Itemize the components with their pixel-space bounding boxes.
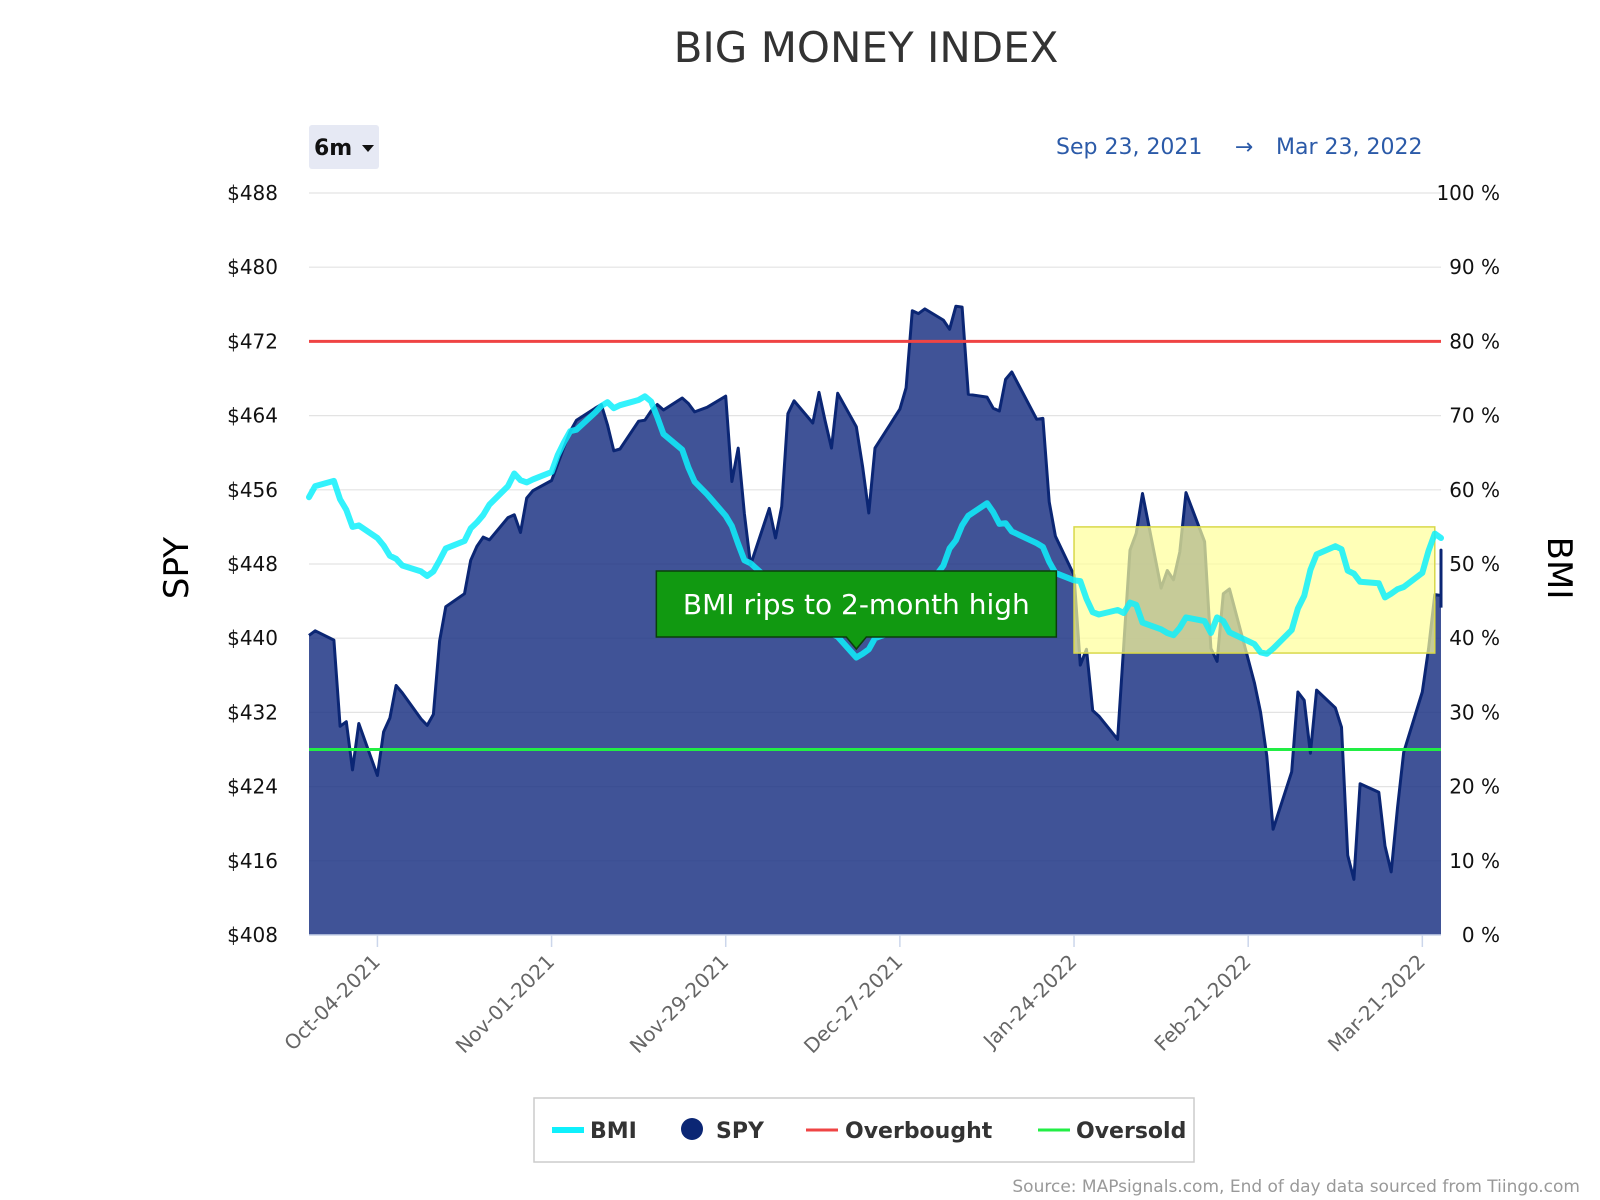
legend-item-oversold[interactable]: Oversold [1038, 1119, 1186, 1144]
range-selector-background [309, 125, 379, 169]
range-from-date[interactable]: Sep 23, 2021 [1056, 135, 1202, 160]
spy-line [308, 304, 1443, 881]
legend-marker-spy [681, 1118, 703, 1140]
legend-box [533, 1097, 1195, 1163]
y-axis-right-title: BMI [1539, 537, 1579, 600]
y-left-tick-label: $408 [227, 923, 278, 947]
y-right-tick-label: 50 % [1449, 552, 1500, 576]
y-left-tick-label: $416 [227, 849, 278, 873]
legend-item-bmi[interactable]: BMI [552, 1119, 637, 1144]
range-to-date[interactable]: Mar 23, 2022 [1276, 135, 1422, 160]
annotation-text: BMI rips to 2-month high [683, 588, 1030, 621]
range-selector-button[interactable]: 6m [309, 125, 379, 169]
y-right-tick-label: 100 % [1436, 181, 1500, 205]
chart-title: BIG MONEY INDEX [674, 23, 1059, 72]
y-right-tick-label: 70 % [1449, 404, 1500, 428]
legend-label-bmi: BMI [590, 1119, 637, 1144]
y-left-tick-label: $424 [227, 775, 278, 799]
legend-item-overbought[interactable]: Overbought [806, 1119, 993, 1144]
highlight-region [1073, 526, 1436, 654]
caret-down-icon [362, 145, 374, 152]
legend-label-oversold: Oversold [1076, 1119, 1186, 1144]
legend-label-spy: SPY [716, 1119, 765, 1144]
legend: BMI SPY Overbought Oversold [533, 1097, 1195, 1163]
bmi-line [306, 393, 1444, 661]
y-right-tick-label: 90 % [1449, 255, 1500, 279]
y-left-tick-label: $456 [227, 478, 278, 502]
y-left-tick-label: $488 [227, 181, 278, 205]
y-left-tick-label: $472 [227, 329, 278, 353]
y-axis-left-ticks: $488 $480 $472 $464 $456 $448 $440 $432 $424 $416… [227, 181, 278, 947]
y-right-tick-label: 20 % [1449, 775, 1500, 799]
y-left-tick-label: $440 [227, 626, 278, 650]
annotation-box [655, 570, 1058, 651]
y-left-tick-label: $464 [227, 404, 278, 428]
y-left-tick-label: $432 [227, 700, 278, 724]
y-right-tick-label: 30 % [1449, 700, 1500, 724]
y-left-tick-label: $448 [227, 552, 278, 576]
y-right-tick-label: 10 % [1449, 849, 1500, 873]
annotation-callout: BMI rips to 2-month high [655, 570, 1058, 651]
y-right-tick-label: 40 % [1449, 626, 1500, 650]
source-credit: Source: MAPsignals.com, End of day data … [1012, 1177, 1580, 1197]
y-left-tick-label: $480 [227, 255, 278, 279]
range-selector-label: 6m [314, 136, 352, 161]
y-axis-right-ticks: 100 % 90 % 80 % 70 % 60 % 50 % 40 % 30 % 20 % 10 … [1436, 181, 1500, 947]
y-right-tick-label: 60 % [1449, 478, 1500, 502]
range-arrow: → [1235, 135, 1253, 160]
y-right-tick-label: 80 % [1449, 329, 1500, 353]
legend-label-overbought: Overbought [845, 1119, 993, 1144]
legend-item-spy[interactable]: SPY [681, 1118, 765, 1144]
y-right-tick-label: 0 % [1462, 923, 1500, 947]
y-axis-left-title: SPY [157, 537, 197, 599]
